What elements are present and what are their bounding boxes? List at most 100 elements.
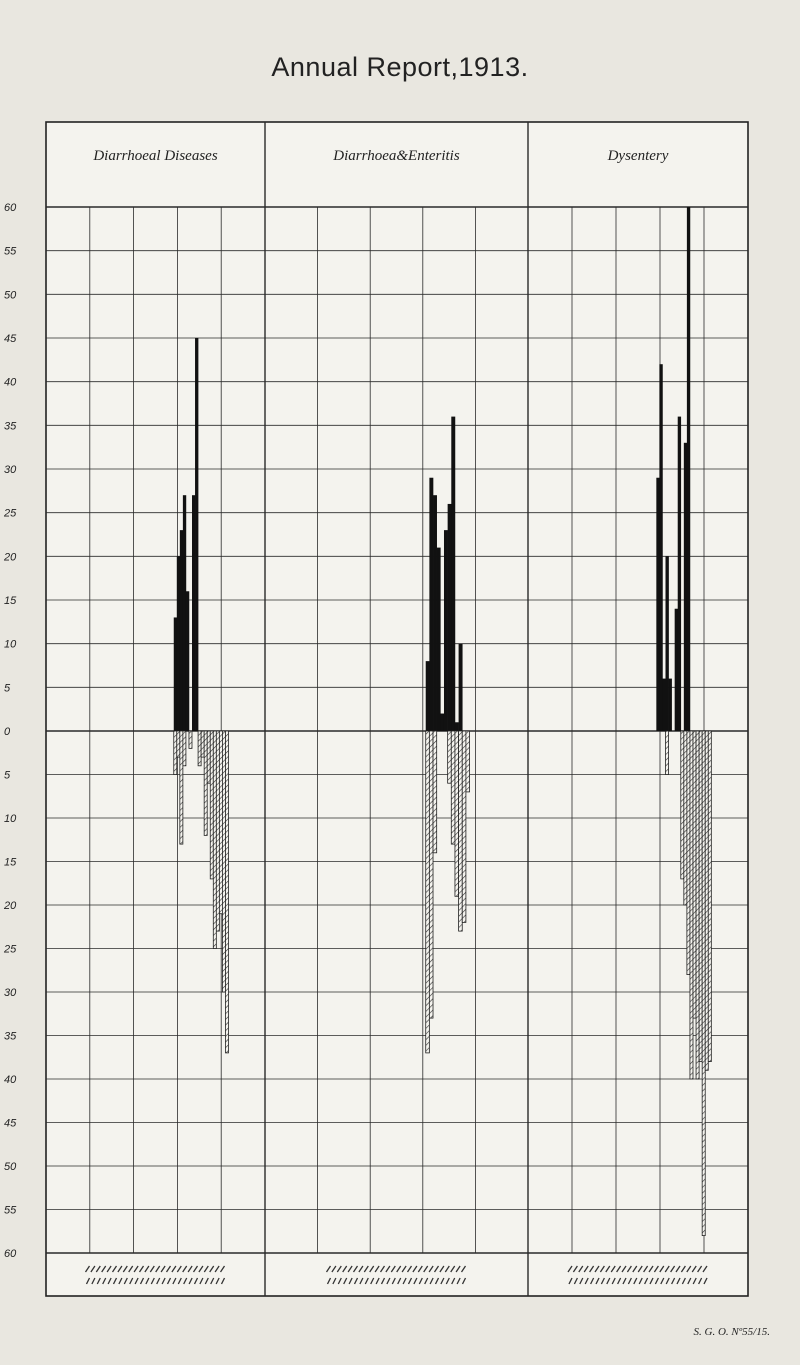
y-tick-label: 55 bbox=[4, 246, 17, 258]
legend-tick bbox=[627, 1277, 632, 1285]
legend-tick bbox=[165, 1265, 172, 1273]
legend-tick bbox=[633, 1277, 638, 1285]
y-tick-label: 50 bbox=[4, 1161, 17, 1173]
legend-tick bbox=[182, 1265, 188, 1273]
legend-tick bbox=[670, 1265, 676, 1273]
legend-tick bbox=[460, 1265, 467, 1273]
legend-tick bbox=[199, 1277, 204, 1285]
y-tick-label: 5 bbox=[4, 770, 11, 782]
legend-tick bbox=[337, 1277, 342, 1285]
bar-above bbox=[440, 713, 445, 731]
legend-tick bbox=[434, 1277, 440, 1285]
y-tick-label: 45 bbox=[4, 333, 17, 345]
legend-tick bbox=[413, 1277, 418, 1285]
legend-tick bbox=[192, 1265, 199, 1273]
bar-below bbox=[218, 730, 223, 915]
y-tick-label: 30 bbox=[4, 987, 17, 999]
legend-tick bbox=[439, 1265, 445, 1273]
bar-below bbox=[209, 730, 214, 880]
legend-tick bbox=[573, 1277, 578, 1285]
legend-tick bbox=[664, 1265, 670, 1273]
legend-tick bbox=[445, 1277, 450, 1285]
legend-tick bbox=[412, 1265, 418, 1273]
legend-tick bbox=[348, 1277, 353, 1285]
legend-tick bbox=[703, 1277, 708, 1285]
y-axis-ticks: 6055504540353025201510505101520253035404… bbox=[3, 202, 17, 1260]
legend-tick bbox=[687, 1277, 692, 1285]
legend-tick bbox=[567, 1265, 573, 1273]
bar-below bbox=[432, 730, 438, 854]
legend-tick bbox=[102, 1277, 107, 1285]
legend-tick bbox=[156, 1277, 161, 1285]
legend-tick bbox=[605, 1265, 611, 1273]
legend-tick bbox=[654, 1277, 659, 1285]
panel-title: Diarrhoeal Diseases bbox=[92, 148, 217, 164]
legend-tick bbox=[616, 1265, 622, 1273]
bar-above bbox=[176, 556, 181, 731]
bar-below bbox=[225, 730, 229, 1054]
legend-tick bbox=[391, 1277, 396, 1285]
bar-above bbox=[656, 477, 660, 731]
legend-tick bbox=[172, 1277, 177, 1285]
legend-tick bbox=[595, 1277, 600, 1285]
legend-tick bbox=[396, 1265, 402, 1273]
bar-below bbox=[200, 730, 205, 758]
bar-above bbox=[429, 477, 434, 731]
legend-tick bbox=[692, 1277, 697, 1285]
y-tick-label: 35 bbox=[4, 1031, 17, 1043]
legend-tick bbox=[331, 1265, 337, 1273]
bar-above bbox=[451, 416, 456, 731]
bar-below bbox=[212, 730, 217, 949]
legend-tick bbox=[374, 1265, 380, 1273]
chart-border bbox=[45, 121, 749, 1297]
legend-tick bbox=[407, 1277, 413, 1285]
legend-tick bbox=[456, 1277, 461, 1285]
y-tick-label: 30 bbox=[4, 464, 17, 476]
legend-tick bbox=[660, 1277, 665, 1285]
legend-tick bbox=[440, 1277, 445, 1285]
legend-tick bbox=[600, 1277, 605, 1285]
legend-tick bbox=[107, 1277, 112, 1285]
bar-below bbox=[701, 730, 706, 1237]
legend-tick bbox=[145, 1277, 150, 1285]
legend-tick bbox=[676, 1277, 681, 1285]
legend-tick bbox=[364, 1277, 369, 1285]
bar-below bbox=[458, 730, 463, 932]
legend-tick bbox=[583, 1265, 589, 1273]
legend-tick bbox=[402, 1277, 407, 1285]
bar-above bbox=[436, 547, 441, 731]
bar-above bbox=[443, 530, 448, 731]
legend-tick bbox=[138, 1265, 145, 1273]
legend-tick bbox=[332, 1277, 337, 1285]
legend-tick bbox=[461, 1277, 467, 1285]
page-title: Annual Report,1913. bbox=[271, 52, 529, 82]
y-tick-label: 55 bbox=[4, 1205, 17, 1217]
bar-below bbox=[215, 730, 220, 932]
y-tick-label: 10 bbox=[4, 639, 17, 651]
bar-above bbox=[447, 503, 452, 731]
legend-tick bbox=[579, 1277, 584, 1285]
bar-above bbox=[173, 617, 178, 731]
legend-tick bbox=[649, 1277, 654, 1285]
bar-above bbox=[662, 678, 666, 731]
bar-below bbox=[222, 730, 226, 993]
legend-tick bbox=[183, 1277, 188, 1285]
bar-above bbox=[686, 207, 691, 731]
y-tick-label: 15 bbox=[4, 857, 17, 869]
y-tick-label: 40 bbox=[4, 377, 17, 389]
legend-tick bbox=[455, 1265, 461, 1273]
bar-above bbox=[433, 495, 437, 731]
bar-below bbox=[206, 730, 211, 784]
legend-tick bbox=[429, 1277, 434, 1285]
bar-below bbox=[698, 730, 703, 1063]
legend-tick bbox=[176, 1265, 182, 1273]
y-tick-label: 35 bbox=[4, 420, 17, 432]
legend-tick bbox=[675, 1265, 681, 1273]
panel-titles: Diarrhoeal Diseases Diarrhoea&Enteritis Dy… bbox=[92, 148, 668, 164]
legend-tick bbox=[648, 1265, 654, 1273]
bar-below bbox=[461, 730, 467, 923]
legend-tick bbox=[610, 1265, 616, 1273]
legend-tick bbox=[428, 1265, 434, 1273]
legend-tick bbox=[590, 1277, 595, 1285]
